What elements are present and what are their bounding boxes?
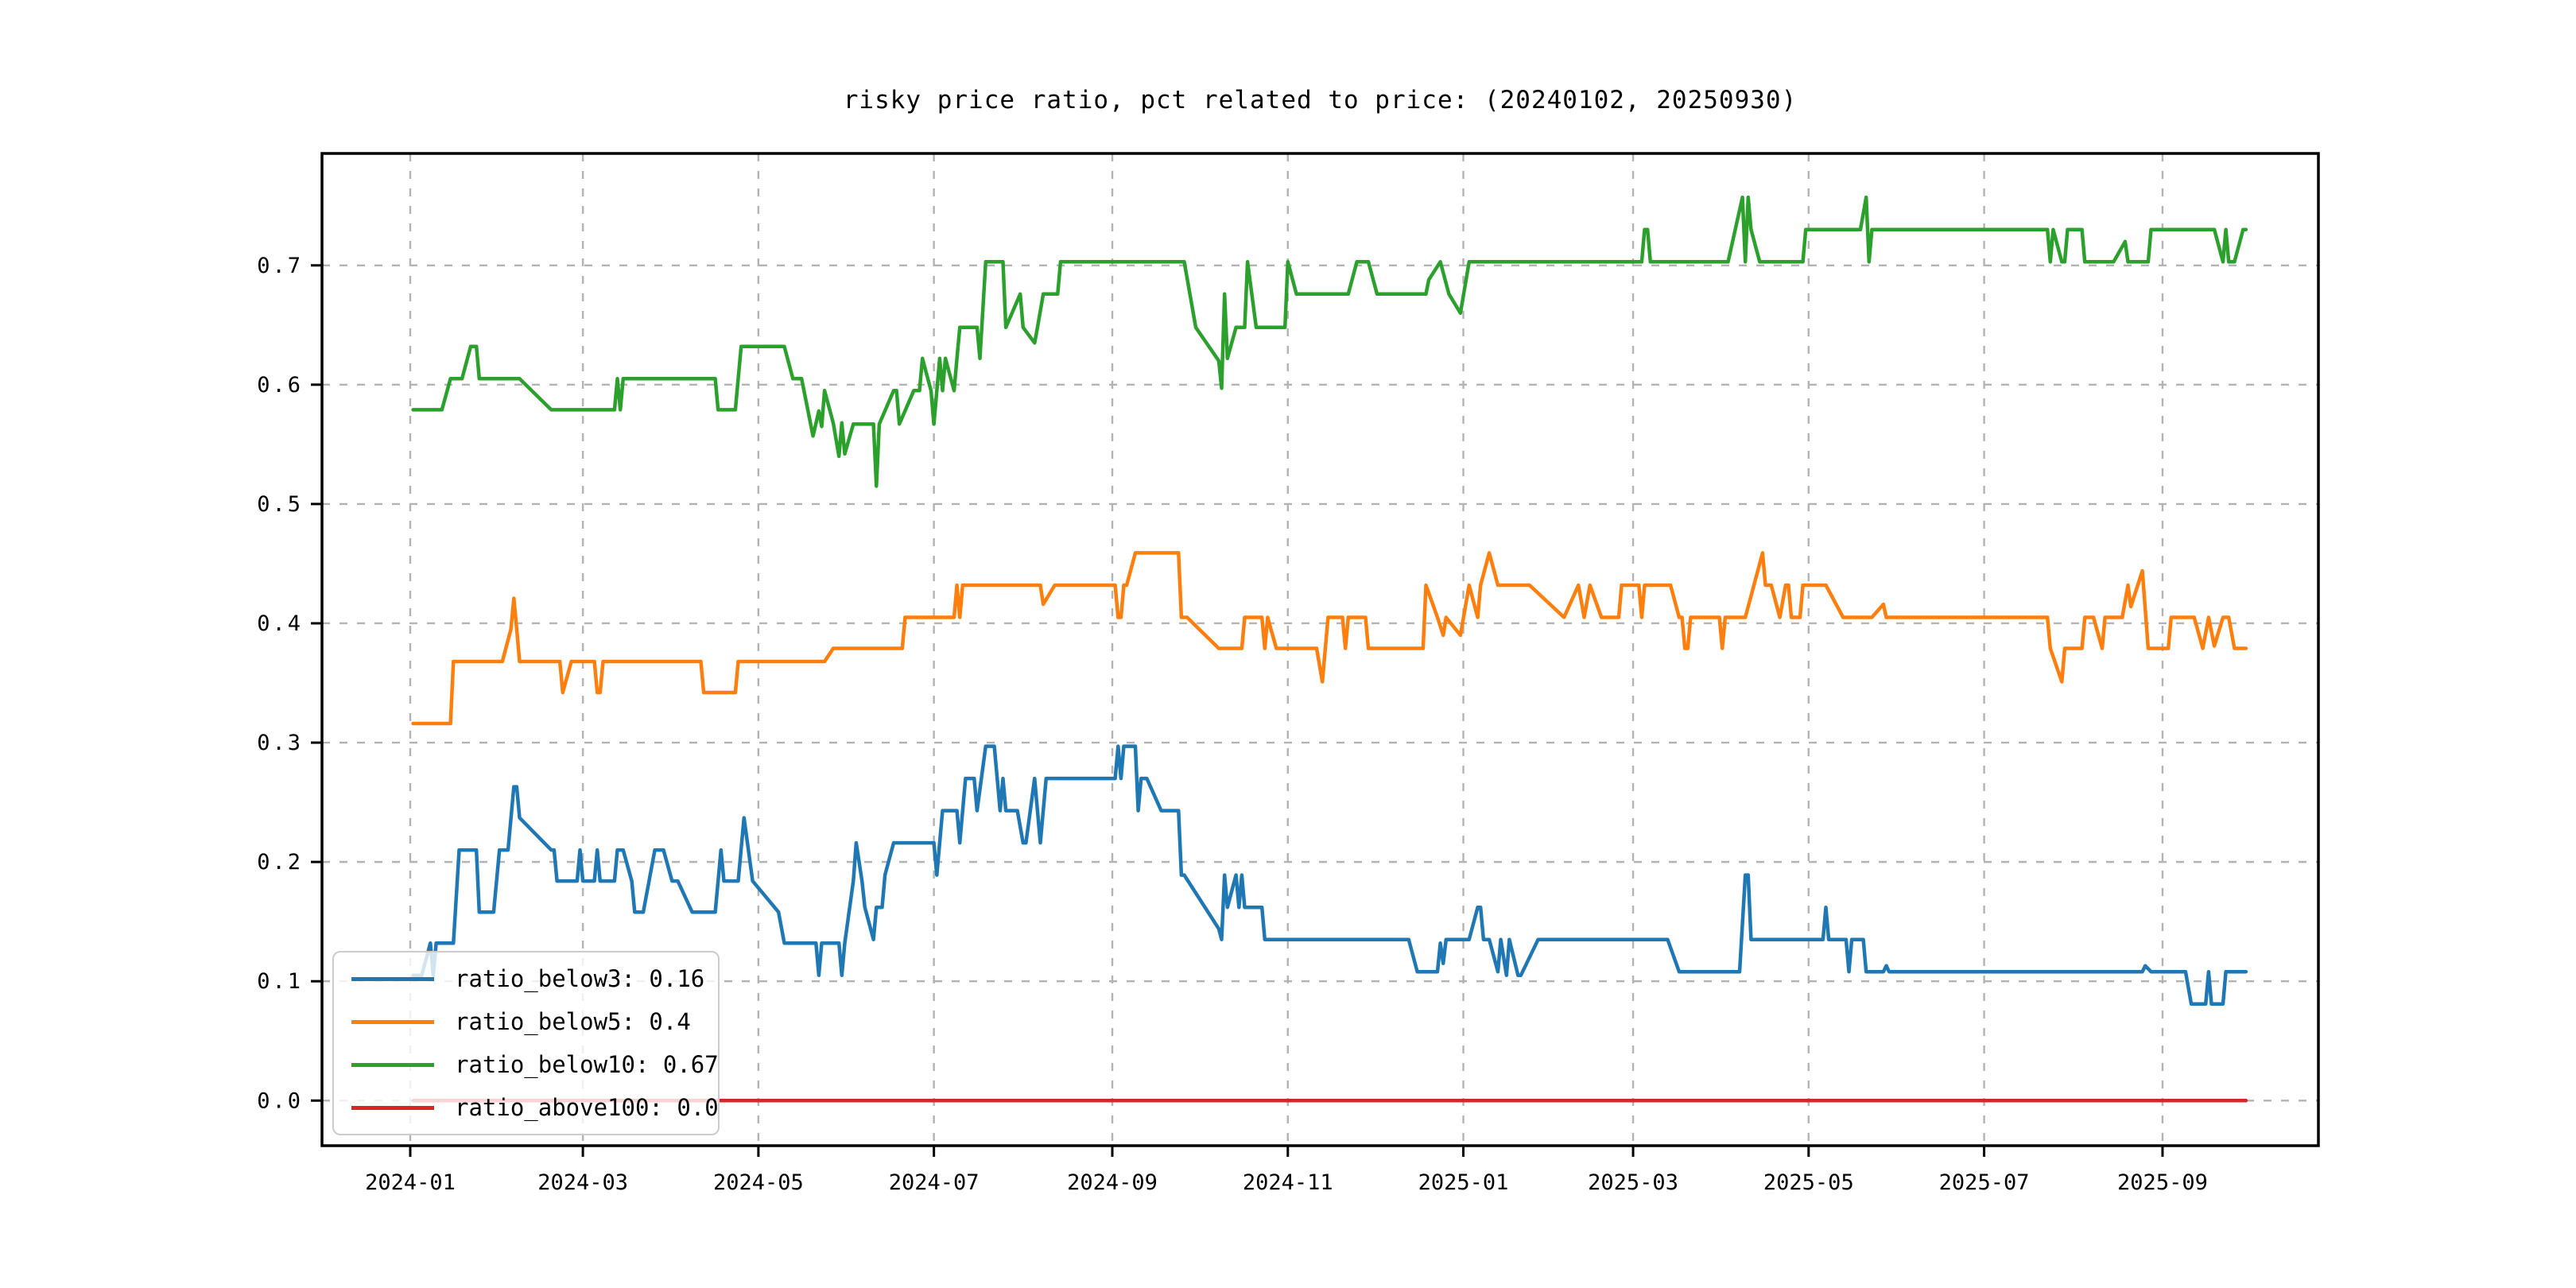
legend-line-sample xyxy=(351,1019,434,1024)
x-tick-label: 2025-09 xyxy=(2117,1170,2208,1195)
series-line-ratio_below10 xyxy=(411,195,2248,488)
y-tick-label: 0.7 xyxy=(257,254,303,278)
legend-label: ratio_below5: 0.4 xyxy=(455,1008,691,1035)
x-tick-label: 2024-09 xyxy=(1067,1170,1158,1195)
x-tick-label: 2024-11 xyxy=(1243,1170,1333,1195)
x-tick-label: 2024-03 xyxy=(537,1170,628,1195)
y-tick-label: 0.2 xyxy=(257,850,303,875)
x-tick-label: 2025-03 xyxy=(1588,1170,1678,1195)
legend-line-sample xyxy=(351,1062,434,1067)
legend: ratio_below3: 0.16 ratio_below5: 0.4 ratio… xyxy=(332,951,720,1135)
y-tick-label: 0.4 xyxy=(257,611,303,636)
x-tick-label: 2025-07 xyxy=(1939,1170,2030,1195)
y-tick-label: 0.1 xyxy=(257,969,303,994)
legend-item-ratio_below10: ratio_below10: 0.67 xyxy=(334,1045,719,1084)
y-tick-label: 0.6 xyxy=(257,373,303,398)
axes-spines xyxy=(320,152,2320,1147)
legend-item-ratio_above100: ratio_above100: 0.0 xyxy=(334,1088,719,1127)
legend-line-sample xyxy=(351,976,434,981)
x-tick-label: 2024-01 xyxy=(365,1170,456,1195)
legend-item-ratio_below3: ratio_below3: 0.16 xyxy=(334,959,718,999)
legend-label: ratio_above100: 0.0 xyxy=(455,1094,719,1121)
legend-label: ratio_below10: 0.67 xyxy=(455,1051,719,1078)
series-line-ratio_below3 xyxy=(411,744,2248,1006)
x-tick-label: 2025-05 xyxy=(1763,1170,1854,1195)
legend-item-ratio_below5: ratio_below5: 0.4 xyxy=(334,1002,718,1042)
legend-line-sample xyxy=(351,1105,434,1110)
y-tick-label: 0.5 xyxy=(257,492,303,517)
y-tick-label: 0.0 xyxy=(257,1088,303,1113)
legend-label: ratio_below3: 0.16 xyxy=(455,965,705,992)
series-line-ratio_below5 xyxy=(411,551,2248,726)
x-tick-label: 2025-01 xyxy=(1418,1170,1509,1195)
x-tick-label: 2024-05 xyxy=(713,1170,804,1195)
y-tick-label: 0.3 xyxy=(257,731,303,755)
chart-title: risky price ratio, pct related to price:… xyxy=(843,86,1798,114)
x-tick-label: 2024-07 xyxy=(889,1170,980,1195)
